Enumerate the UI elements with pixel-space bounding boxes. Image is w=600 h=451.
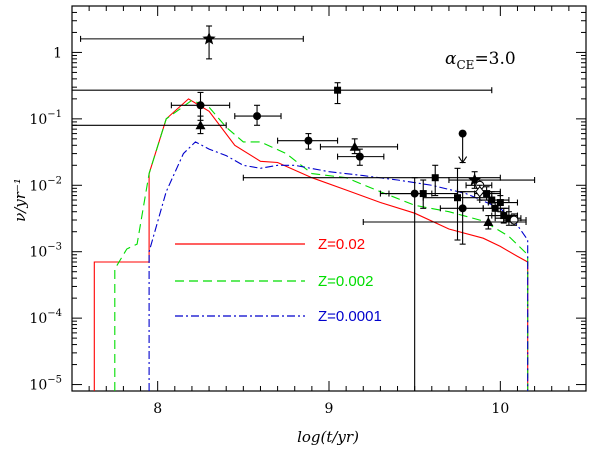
square-marker	[431, 174, 439, 182]
diamond-marker	[475, 185, 485, 198]
legend-label-z0002: Z=0.002	[318, 273, 373, 290]
square-marker	[419, 190, 427, 198]
legend-label-z00001: Z=0.0001	[318, 308, 382, 325]
observation-point	[80, 25, 304, 60]
square-marker	[491, 204, 499, 212]
triangle-marker	[349, 141, 360, 151]
y-axis-title: ν/yr⁻¹	[11, 178, 29, 222]
observation-point	[277, 133, 339, 150]
observation-point	[72, 115, 227, 135]
y-tick-label: 10−1	[29, 109, 62, 128]
triangle-marker	[195, 120, 206, 130]
x-axis-title: log(t/yr)	[297, 428, 359, 446]
alpha-ce-annotation: αCE=3.0	[445, 49, 516, 72]
square-marker	[505, 214, 513, 222]
square-marker	[483, 190, 491, 198]
circle-marker	[304, 136, 313, 145]
square-marker	[454, 194, 461, 202]
square-marker	[500, 212, 508, 220]
observation-point	[487, 195, 519, 213]
upper-limit-arrow	[458, 156, 468, 164]
series-line-0	[93, 98, 529, 391]
y-tick-label: 10−2	[29, 175, 62, 194]
observation-point	[456, 184, 501, 201]
triangle-marker	[483, 217, 494, 227]
star-marker	[468, 173, 482, 186]
observation-point	[72, 82, 493, 105]
series-line-2	[148, 141, 529, 391]
observation-point	[234, 104, 282, 126]
y-tick-label: 10−4	[29, 308, 62, 327]
observation-point	[439, 191, 484, 245]
y-tick-label: 10−3	[29, 242, 62, 261]
circle-marker	[458, 129, 467, 138]
circle-marker	[458, 204, 467, 213]
circle-marker	[196, 101, 205, 110]
circle-marker	[355, 152, 364, 161]
observation-point	[491, 207, 519, 224]
x-tick-label: 10	[491, 401, 509, 417]
legend-label-z002: Z=0.02	[318, 236, 365, 253]
observation-point	[458, 129, 468, 164]
observation-point	[362, 215, 527, 230]
x-tick-label: 8	[153, 401, 162, 417]
observation-point	[388, 179, 459, 209]
circle-marker	[253, 112, 262, 121]
square-marker	[488, 196, 496, 204]
open-circle-marker	[509, 215, 519, 225]
observation-point	[319, 138, 399, 155]
observation-point	[337, 148, 385, 166]
square-marker	[496, 199, 504, 207]
square-marker	[334, 86, 342, 94]
y-tick-label: 1	[53, 45, 62, 61]
y-tick-label: 10−5	[29, 375, 62, 394]
star-marker	[202, 31, 216, 45]
observation-point	[379, 177, 433, 391]
x-tick-label: 9	[325, 401, 334, 417]
